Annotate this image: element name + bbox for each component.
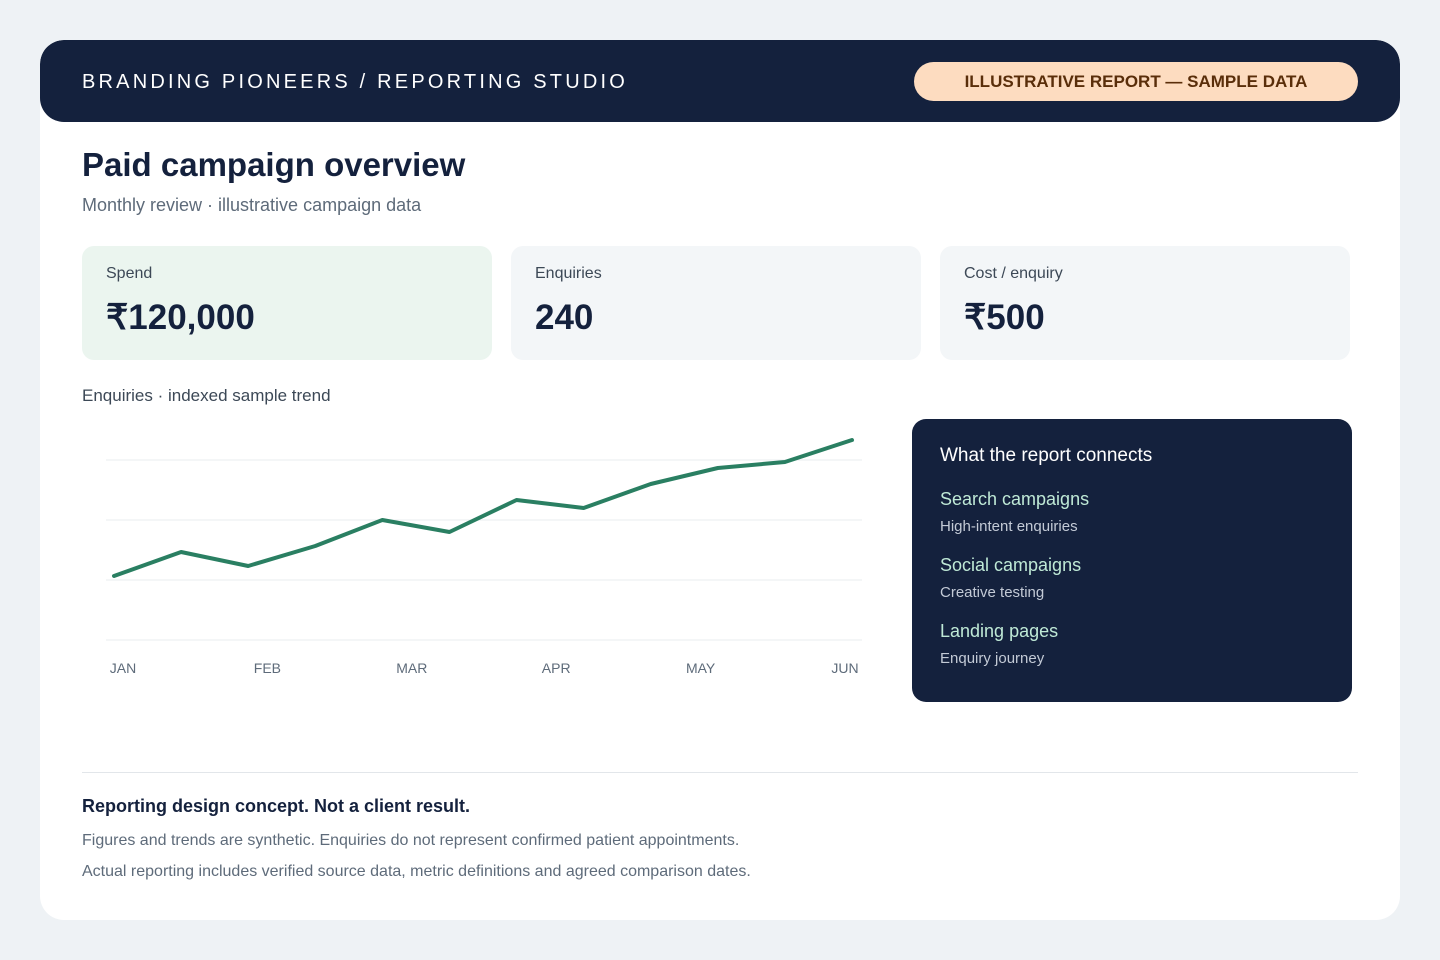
trend-line (112, 438, 854, 578)
info-panel: What the report connects Search campaign… (912, 419, 1352, 702)
x-tick-label: MAR (396, 660, 427, 676)
kpi-card: Spend ₹120,000 (82, 246, 492, 360)
footer-heading: Reporting design concept. Not a client r… (82, 796, 471, 816)
item-name: Social campaigns (940, 555, 1082, 575)
item-name: Landing pages (940, 621, 1059, 641)
title: Paid campaign overview (82, 146, 466, 183)
kpi-label: Enquiries (535, 265, 602, 282)
subtitle: Monthly review · illustrative campaign d… (82, 195, 422, 215)
item-name: Search campaigns (940, 489, 1090, 509)
item-desc: High-intent enquiries (940, 518, 1078, 535)
x-tick-label: MAY (686, 660, 716, 676)
kpi-label: Cost / enquiry (964, 265, 1063, 282)
kpi-value: ₹120,000 (106, 298, 255, 337)
item-desc: Creative testing (940, 584, 1045, 601)
item-desc: Enquiry journey (940, 650, 1045, 667)
footer-line: Actual reporting includes verified sourc… (82, 863, 751, 880)
x-tick-label: FEB (254, 660, 281, 676)
x-tick-label: JAN (110, 660, 136, 676)
chart: JAN FEB MAR APR MAY JUN (106, 438, 862, 676)
kpi-value: 240 (535, 298, 594, 337)
kpi-value: ₹500 (964, 298, 1045, 337)
kpi-card: Cost / enquiry ₹500 (940, 246, 1350, 360)
divider (82, 772, 1358, 773)
footer-line: Figures and trends are synthetic. Enquir… (82, 832, 740, 849)
badge: ILLUSTRATIVE REPORT — SAMPLE DATA (914, 62, 1358, 101)
header: BRANDING PIONEERS / REPORTING STUDIO ILL… (40, 40, 1400, 122)
report-card: BRANDING PIONEERS / REPORTING STUDIO ILL… (40, 40, 1400, 920)
x-tick-label: JUN (831, 660, 858, 676)
chart-title: Enquiries · indexed sample trend (82, 386, 331, 405)
panel-title: What the report connects (940, 445, 1153, 466)
kpi-label: Spend (106, 265, 153, 282)
x-tick-label: APR (542, 660, 571, 676)
brand: BRANDING PIONEERS / REPORTING STUDIO (82, 71, 629, 93)
kpi-card: Enquiries 240 (511, 246, 921, 360)
